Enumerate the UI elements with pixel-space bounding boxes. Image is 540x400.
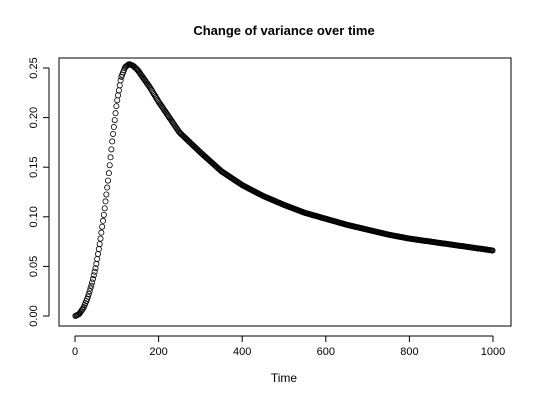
data-point [97, 235, 104, 242]
data-point [114, 97, 121, 104]
data-point [90, 272, 97, 279]
x-tick-label: 1000 [481, 346, 505, 358]
data-point [85, 290, 92, 297]
data-point [94, 250, 101, 257]
data-point [108, 146, 115, 153]
y-tick-label: 0.25 [28, 57, 40, 78]
data-point [489, 247, 496, 254]
data-point [91, 268, 98, 275]
chart-title: Change of variance over time [193, 23, 374, 38]
data-point [95, 246, 102, 253]
data-point [105, 170, 112, 177]
data-series [72, 61, 496, 319]
data-point [109, 138, 116, 145]
y-axis: 0.00 0.05 0.10 0.15 0.20 0.25 [28, 57, 50, 327]
data-point [105, 177, 112, 184]
y-tick-label: 0.00 [28, 305, 40, 326]
data-point [106, 162, 113, 169]
x-axis-label: Time [271, 371, 298, 385]
x-axis: 0 200 400 600 800 1000 [72, 335, 505, 358]
data-point [92, 265, 99, 272]
y-tick-label: 0.20 [28, 107, 40, 128]
data-point [110, 130, 117, 137]
data-point [117, 77, 124, 84]
x-tick-label: 200 [149, 346, 167, 358]
data-point [113, 103, 120, 110]
x-tick-label: 600 [317, 346, 335, 358]
data-point [111, 117, 118, 124]
data-point [84, 293, 91, 300]
data-point [101, 205, 108, 212]
data-point [86, 288, 93, 295]
data-point [89, 279, 96, 286]
data-point [98, 229, 105, 236]
data-point [116, 82, 123, 89]
data-point [115, 92, 122, 99]
x-tick-label: 400 [233, 346, 251, 358]
data-point [112, 110, 119, 117]
data-point [102, 198, 109, 205]
data-point [110, 124, 117, 131]
y-tick-label: 0.05 [28, 256, 40, 277]
y-tick-label: 0.10 [28, 206, 40, 227]
x-tick-label: 0 [72, 346, 78, 358]
data-point [115, 87, 122, 94]
data-point [94, 255, 101, 262]
data-point [89, 275, 96, 282]
data-point [104, 184, 111, 191]
y-tick-label: 0.15 [28, 156, 40, 177]
data-point [96, 241, 103, 248]
data-point [88, 282, 95, 289]
plot-area [58, 57, 512, 327]
x-tick-label: 800 [400, 346, 418, 358]
data-point [87, 285, 94, 292]
data-point [100, 211, 107, 218]
data-point [99, 223, 106, 230]
data-point [103, 191, 110, 198]
data-point [100, 217, 107, 224]
data-point [107, 154, 114, 161]
